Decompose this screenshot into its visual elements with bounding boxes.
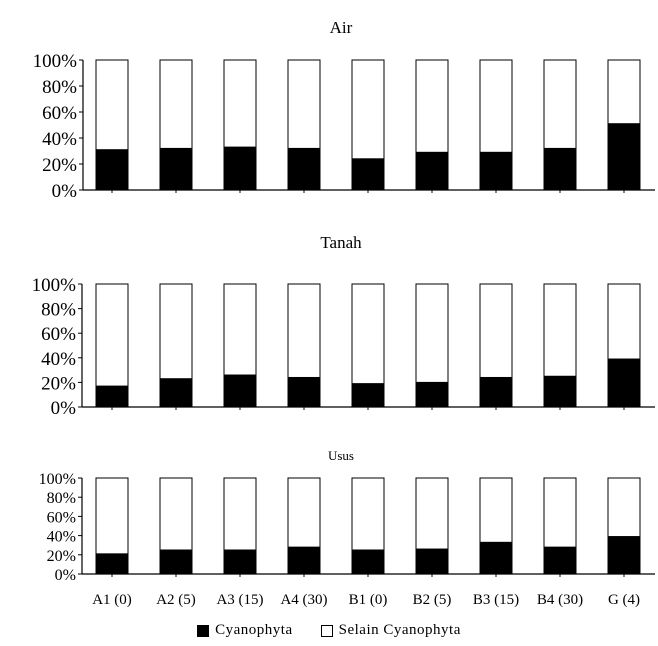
panel-title-usus: Usus [328,448,354,463]
bar-tanah-selain-cyanophyta [543,283,577,377]
bar-air-cyanophyta [607,123,641,191]
bar-air-selain-cyanophyta [95,59,129,151]
bar-tanah-cyanophyta [415,381,449,408]
bar-tanah-cyanophyta [95,385,129,408]
bar-air-cyanophyta [479,151,513,191]
bar-air-selain-cyanophyta [287,59,321,149]
y-tick-label-air: 0% [52,181,78,202]
bar-air-selain-cyanophyta [415,59,449,153]
legend-item-cyanophyta: Cyanophyta [197,622,293,639]
bar-air-cyanophyta [159,147,193,191]
bar-air-cyanophyta [543,147,577,191]
x-tick-label-usus: B4 (30) [537,592,583,608]
legend-label-cyanophyta: Cyanophyta [215,622,293,638]
bar-tanah-selain-cyanophyta [95,283,129,387]
bar-air-selain-cyanophyta [351,59,385,160]
bar-tanah-selain-cyanophyta [351,283,385,385]
y-tick-label-tanah: 20% [41,373,76,394]
bar-air-cyanophyta [415,151,449,191]
x-tick-label-usus: A1 (0) [92,592,132,608]
y-tick-label-usus: 0% [55,567,76,584]
bar-usus-cyanophyta [95,553,129,575]
legend-swatch-cyanophyta [197,624,210,637]
bar-tanah-cyanophyta [159,378,193,408]
x-tick-label-usus: A2 (5) [156,592,196,608]
y-tick-label-tanah: 80% [41,300,76,321]
y-tick-label-usus: 40% [47,529,76,546]
y-tick-label-air: 60% [42,103,77,124]
bar-usus-selain-cyanophyta [223,477,257,551]
y-tick-label-tanah: 0% [51,398,77,419]
y-tick-label-usus: 20% [47,548,76,565]
bar-usus-cyanophyta [415,548,449,575]
bar-tanah-selain-cyanophyta [415,283,449,383]
bar-usus-cyanophyta [223,549,257,575]
bar-tanah-selain-cyanophyta [159,283,193,380]
bar-air-cyanophyta [351,158,385,191]
bar-usus-cyanophyta [543,546,577,575]
bar-usus-cyanophyta [287,546,321,575]
y-tick-label-air: 40% [42,129,77,150]
bar-air-selain-cyanophyta [479,59,513,153]
y-tick-label-usus: 60% [47,509,76,526]
x-tick-label-usus: G (4) [608,592,640,608]
bar-usus-selain-cyanophyta [479,477,513,543]
bar-tanah-selain-cyanophyta [607,283,641,360]
x-tick-label-usus: A4 (30) [280,592,327,608]
y-tick-label-air: 20% [42,155,77,176]
y-tick-label-usus: 100% [39,471,76,488]
bar-air-selain-cyanophyta [543,59,577,149]
bar-usus-selain-cyanophyta [415,477,449,550]
bar-usus-selain-cyanophyta [159,477,193,551]
y-tick-label-air: 100% [33,51,78,72]
bar-tanah-selain-cyanophyta [223,283,257,376]
x-tick-label-usus: A3 (15) [216,592,263,608]
panel-title-air: Air [330,18,353,37]
x-tick-label-usus: B1 (0) [349,592,388,608]
bar-usus-selain-cyanophyta [351,477,385,551]
bar-tanah-selain-cyanophyta [479,283,513,378]
bar-usus-cyanophyta [607,536,641,575]
bar-air-selain-cyanophyta [223,59,257,148]
y-tick-label-usus: 80% [47,490,76,507]
legend-item-selain-cyanophyta: Selain Cyanophyta [320,622,461,639]
bar-tanah-selain-cyanophyta [287,283,321,378]
legend-label-selain-cyanophyta: Selain Cyanophyta [338,622,461,638]
bar-tanah-cyanophyta [543,375,577,408]
bar-air-cyanophyta [95,149,129,191]
legend: Cyanophyta Selain Cyanophyta [0,622,658,639]
bar-usus-selain-cyanophyta [607,477,641,538]
y-tick-label-air: 80% [42,77,77,98]
bar-air-selain-cyanophyta [159,59,193,149]
y-tick-label-tanah: 100% [32,275,77,296]
bar-usus-cyanophyta [159,549,193,575]
bar-air-selain-cyanophyta [607,59,641,125]
x-tick-label-usus: B3 (15) [473,592,519,608]
bar-tanah-cyanophyta [223,374,257,408]
y-tick-label-tanah: 60% [41,324,76,345]
bar-usus-selain-cyanophyta [543,477,577,548]
legend-swatch-selain-cyanophyta [320,624,333,637]
bar-usus-cyanophyta [351,549,385,575]
bar-usus-selain-cyanophyta [287,477,321,548]
bar-tanah-cyanophyta [287,376,321,408]
bar-tanah-cyanophyta [351,383,385,408]
bar-usus-selain-cyanophyta [95,477,129,555]
bar-tanah-cyanophyta [607,358,641,408]
bar-air-cyanophyta [287,147,321,191]
y-tick-label-tanah: 40% [41,349,76,370]
panel-title-tanah: Tanah [320,233,362,252]
bar-usus-cyanophyta [479,541,513,575]
x-tick-label-usus: B2 (5) [413,592,452,608]
bar-tanah-cyanophyta [479,376,513,408]
bar-air-cyanophyta [223,146,257,191]
